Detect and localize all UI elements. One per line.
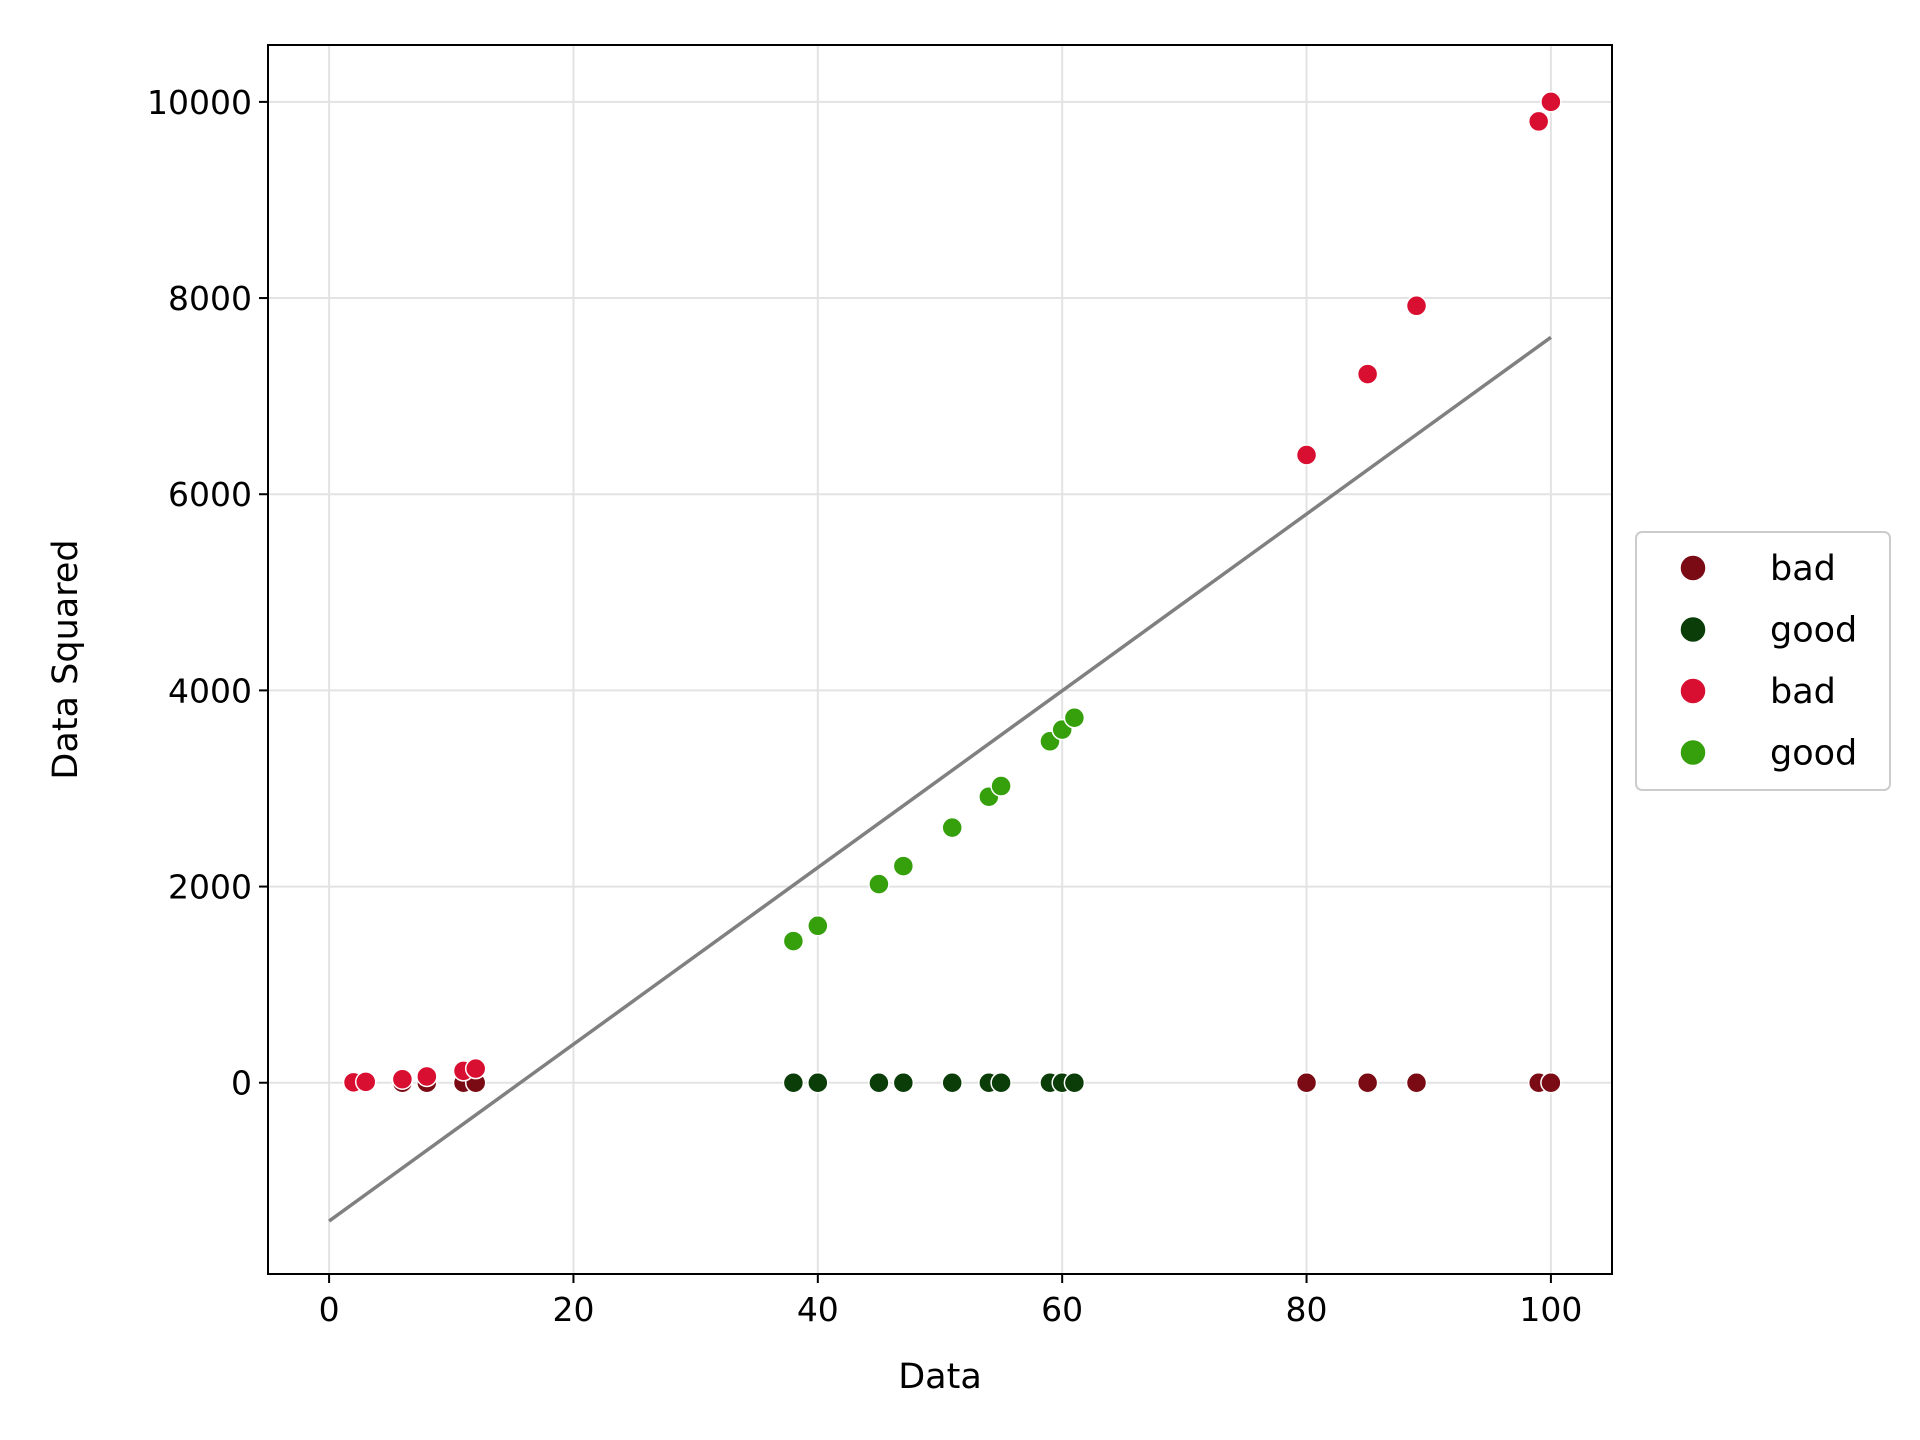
- y-tick-label: 10000: [147, 83, 252, 122]
- scatter-point-bad: [1295, 444, 1318, 466]
- x-tick-label: 80: [1286, 1290, 1328, 1329]
- scatter-point-bad: [464, 1057, 487, 1080]
- legend-marker-bad: [1679, 554, 1707, 582]
- y-tick-label: 0: [231, 1064, 252, 1103]
- x-tick-label: 40: [797, 1290, 839, 1329]
- scatter-point-good: [990, 775, 1012, 797]
- scatter-point-good: [1063, 1071, 1086, 1094]
- scatter-point-bad: [1356, 363, 1379, 385]
- scatter-point-good: [868, 1071, 890, 1094]
- y-axis: 0 2000 4000 6000 8000 10000: [147, 83, 268, 1103]
- y-tick-label: 8000: [168, 279, 252, 318]
- x-axis-label: Data: [898, 1357, 982, 1397]
- fit-line-layer: [328, 335, 1552, 1223]
- legend-label: bad: [1770, 672, 1836, 712]
- scatter-point-bad: [1405, 295, 1428, 317]
- scatter-point-bad: [1295, 1071, 1318, 1094]
- y-tick-label: 4000: [168, 671, 252, 710]
- x-tick-label: 20: [552, 1290, 594, 1329]
- scatter-point-good: [941, 1071, 963, 1094]
- grid: [268, 45, 1612, 1274]
- scatter-point-bad: [354, 1071, 377, 1093]
- y-axis-label: Data Squared: [46, 539, 86, 779]
- x-axis: 0 20 40 60 80 100: [319, 1274, 1582, 1329]
- scatter-point-good: [807, 1071, 829, 1094]
- y-tick-label: 6000: [168, 475, 252, 514]
- scatter-point-good: [807, 915, 829, 937]
- legend-label: good: [1770, 611, 1857, 651]
- legend-items: bad good bad good: [1679, 549, 1857, 774]
- plot-frame: [267, 44, 1613, 1275]
- scatter-point-bad: [1540, 1071, 1562, 1094]
- x-tick-label: 0: [319, 1290, 340, 1329]
- fit-line: [328, 335, 1552, 1223]
- legend: bad good bad good: [1635, 531, 1891, 791]
- scatter-point-good: [868, 873, 890, 895]
- scatter-points: [342, 91, 1562, 1094]
- scatter-point-good: [990, 1071, 1012, 1094]
- legend-marker-good: [1679, 615, 1707, 644]
- scatter-point-good: [782, 930, 805, 952]
- legend-label: good: [1770, 734, 1857, 774]
- scatter-point-good: [1063, 707, 1086, 729]
- scatter-point-good: [782, 1071, 805, 1094]
- scatter-point-good: [941, 816, 963, 839]
- scatter-point-bad: [1527, 110, 1550, 133]
- scatter-point-bad: [416, 1065, 438, 1088]
- scatter-point-good: [892, 855, 915, 877]
- scatter-point-bad: [391, 1068, 414, 1090]
- x-tick-label: 60: [1041, 1290, 1083, 1329]
- legend-box: [1635, 531, 1891, 791]
- x-tick-label: 100: [1519, 1290, 1582, 1329]
- scatter-point-bad: [1405, 1071, 1428, 1094]
- scatter-point-bad: [1540, 91, 1562, 113]
- legend-marker-good: [1679, 738, 1707, 767]
- legend-label: bad: [1770, 549, 1836, 589]
- y-tick-label: 2000: [168, 868, 252, 907]
- scatter-point-bad: [1356, 1071, 1379, 1094]
- legend-marker-bad: [1679, 677, 1707, 705]
- scatter-point-good: [892, 1071, 915, 1094]
